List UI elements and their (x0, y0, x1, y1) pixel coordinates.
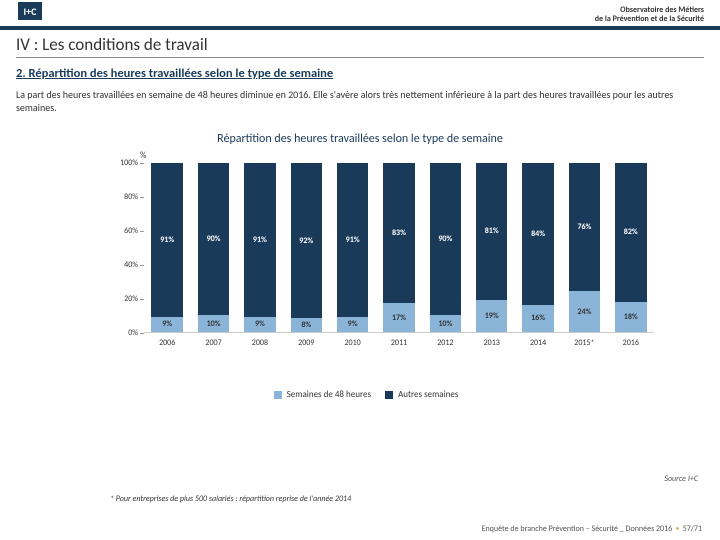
bar-seg-other: 90% (430, 163, 462, 315)
chart-source: Source I+C (664, 474, 698, 484)
bar-column: 82%18%2016 (608, 163, 654, 332)
bar-column: 90%10%2007 (190, 163, 236, 332)
chart-y-unit: % (140, 150, 720, 161)
category-label: 2006 (159, 338, 175, 348)
category-label: 2015* (574, 338, 594, 348)
bar-column: 90%10%2012 (422, 163, 468, 332)
bar-seg-48h: 10% (198, 315, 230, 332)
bar-seg-48h: 10% (430, 315, 462, 332)
bar-seg-48h: 9% (244, 317, 276, 332)
category-label: 2016 (623, 338, 639, 348)
legend-swatch-other (385, 391, 393, 399)
bar-column: 91%9%2008 (237, 163, 283, 332)
bar-seg-48h: 16% (522, 305, 554, 332)
bar-seg-48h: 19% (476, 300, 508, 332)
section-subtitle: 2. Répartition des heures travaillées se… (16, 66, 704, 81)
bar-seg-48h: 24% (569, 291, 601, 332)
bar-seg-other: 92% (291, 163, 323, 318)
legend-swatch-48h (274, 391, 282, 399)
category-label: 2014 (530, 338, 546, 348)
bar-seg-other: 81% (476, 163, 508, 300)
bar-seg-48h: 18% (615, 302, 647, 332)
page-footer: Enquête de branche Prévention – Sécurité… (482, 524, 702, 534)
bar-seg-other: 91% (151, 163, 183, 317)
category-label: 2010 (345, 338, 361, 348)
bar-seg-other: 84% (522, 163, 554, 305)
bar-seg-48h: 9% (151, 317, 183, 332)
bar-seg-other: 83% (383, 163, 415, 303)
category-label: 2013 (484, 338, 500, 348)
y-tick-label: 80% (124, 192, 138, 202)
chart-title: Répartition des heures travaillées selon… (0, 132, 720, 146)
bar-column: 91%9%2010 (329, 163, 375, 332)
bar-column: 83%17%2011 (376, 163, 422, 332)
bar-seg-48h: 8% (291, 318, 323, 332)
footer-text: Enquête de branche Prévention – Sécurité… (482, 524, 673, 534)
bar-column: 76%24%2015* (561, 163, 607, 332)
bar-column: 81%19%2013 (469, 163, 515, 332)
category-label: 2011 (391, 338, 407, 348)
section-description: La part des heures travaillées en semain… (16, 89, 704, 114)
bar-seg-other: 82% (615, 163, 647, 302)
y-tick-label: 60% (124, 226, 138, 236)
header-rule (0, 26, 720, 30)
category-label: 2008 (252, 338, 268, 348)
y-tick-label: 20% (124, 294, 138, 304)
bar-column: 91%9%2006 (144, 163, 190, 332)
bar-seg-48h: 17% (383, 303, 415, 332)
y-axis: 0%20%40%60%80%100% (104, 163, 140, 333)
legend-label-48h: Semaines de 48 heures (287, 389, 371, 400)
bar-seg-other: 76% (569, 163, 601, 291)
y-tick-mark (140, 333, 144, 334)
bar-seg-48h: 9% (337, 317, 369, 332)
bar-column: 92%8%2009 (283, 163, 329, 332)
obs-line2: de la Prévention et de la Sécurité (595, 15, 704, 24)
bar-seg-other: 91% (337, 163, 369, 317)
section-title: IV : Les conditions de travail (16, 34, 720, 55)
category-label: 2007 (205, 338, 221, 348)
bar-column: 84%16%2014 (515, 163, 561, 332)
footer-page: 57/71 (683, 524, 702, 534)
y-tick-label: 40% (124, 260, 138, 270)
chart-legend: Semaines de 48 heures Autres semaines (0, 389, 720, 400)
footer-bullet-icon: ▪ (676, 524, 679, 534)
bar-seg-other: 90% (198, 163, 230, 315)
legend-label-other: Autres semaines (398, 389, 458, 400)
category-label: 2012 (437, 338, 453, 348)
chart-area: 0%20%40%60%80%100% 91%9%200690%10%200791… (104, 163, 664, 363)
observatory-label: Observatoire des Métiers de la Préventio… (595, 6, 704, 24)
brand-logo: I+C (18, 2, 42, 20)
y-tick-label: 100% (120, 158, 138, 168)
header: I+C Observatoire des Métiers de la Préve… (0, 0, 720, 26)
thin-rule (16, 57, 704, 58)
bar-seg-other: 91% (244, 163, 276, 317)
chart-footnote: * Pour entreprises de plus 500 salariés … (110, 494, 351, 504)
plot-area: 91%9%200690%10%200791%9%200892%8%200991%… (144, 163, 654, 333)
y-tick-label: 0% (128, 328, 138, 338)
category-label: 2009 (298, 338, 314, 348)
